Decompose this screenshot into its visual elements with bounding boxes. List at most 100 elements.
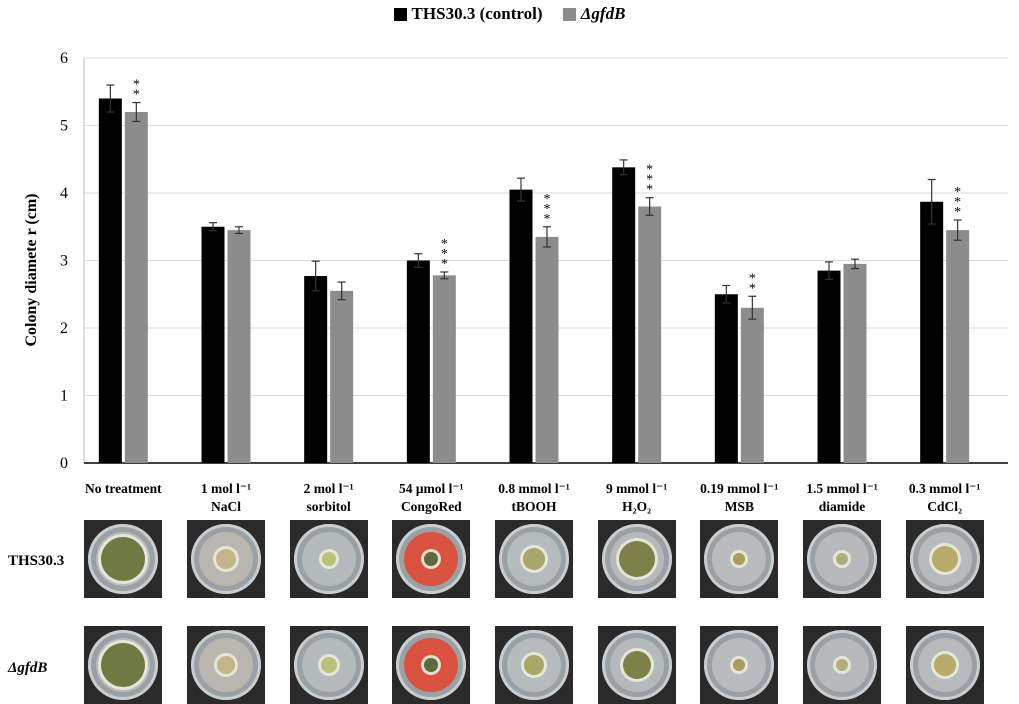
significance-star: * [441, 237, 448, 252]
significance-star: * [646, 163, 653, 178]
fungal-colony [424, 552, 439, 566]
category-label-line1: 9 mmol l⁻¹ [605, 481, 668, 496]
category-label-line1: 0.3 mmol l⁻¹ [908, 481, 981, 496]
bar-mutant [638, 206, 662, 463]
petri-dish [909, 630, 980, 700]
category-label: 9 mmol l⁻¹ H₂O₂ [582, 480, 692, 516]
agar-medium [917, 638, 972, 692]
agar-medium [199, 532, 253, 586]
agar-medium [712, 638, 767, 692]
fungal-colony [836, 553, 848, 565]
significance-star: * [954, 205, 961, 220]
agar-medium [815, 532, 869, 586]
bar-control [304, 276, 328, 463]
fungal-colony [931, 546, 958, 572]
plate-photo [905, 626, 984, 704]
fungal-colony [836, 659, 848, 671]
bar-mutant [843, 263, 867, 463]
legend: THS30.3 (control) ΔgfdB [0, 4, 1019, 26]
category-label-line2: CdCl₂ [927, 499, 963, 514]
petri-dish [601, 524, 672, 594]
agar-medium [301, 638, 356, 692]
plate-photo [803, 626, 881, 704]
category-label-line1: No treatment [85, 481, 162, 496]
y-tick-label: 0 [60, 455, 68, 472]
significance-star: * [544, 202, 551, 217]
plate-photo [905, 520, 984, 598]
bar-control [406, 260, 430, 463]
fungal-colony [524, 655, 544, 675]
y-tick-label: 2 [60, 320, 68, 337]
legend-control-swatch [393, 7, 407, 21]
significance-star: * [646, 183, 653, 198]
plate-photo [597, 626, 676, 704]
petri-dish [499, 630, 569, 700]
category-label-line2: H₂O₂ [622, 499, 652, 514]
significance-star: * [646, 173, 653, 188]
category-label-line2: CongoRed [400, 499, 462, 514]
category-label-line2: sorbitol [306, 499, 351, 514]
y-tick-label: 5 [60, 118, 68, 135]
category-label-line1: 2 mol l⁻¹ [303, 481, 354, 496]
plate-photo [289, 626, 368, 704]
plate-photo [187, 626, 265, 704]
category-label: 1 mol l⁻¹ NaCl [171, 480, 281, 516]
legend-control: THS30.3 (control) [393, 4, 543, 24]
fungal-colony [101, 643, 146, 687]
petri-dish [396, 524, 467, 594]
plate-photo [84, 626, 163, 704]
agar-medium [404, 638, 459, 692]
fungal-colony [523, 548, 545, 570]
significance-star: * [441, 247, 448, 262]
petri-dish [499, 524, 569, 594]
category-label-line1: 1.5 mmol l⁻¹ [806, 481, 878, 496]
fungal-colony [733, 553, 746, 565]
fungal-colony [733, 659, 746, 671]
fungal-colony [933, 654, 956, 676]
plate-photo [803, 520, 881, 598]
plate-photo [597, 520, 676, 598]
agar-medium [96, 532, 151, 586]
agar-medium [712, 532, 767, 586]
bar-control [714, 294, 738, 463]
agar-medium [404, 532, 459, 586]
category-label: 0.8 mmol l⁻¹ tBOOH [479, 480, 589, 516]
category-label: No treatment [68, 480, 178, 498]
significance-star: * [749, 281, 756, 296]
legend-mutant-swatch [562, 7, 576, 21]
significance-star: * [133, 78, 140, 93]
agar-medium [507, 638, 561, 692]
petri-dish [191, 630, 261, 700]
fungal-colony [622, 651, 651, 679]
bar-mutant [330, 290, 354, 463]
bar-control [920, 201, 944, 463]
legend-mutant-label: ΔgfdB [580, 4, 626, 23]
bar-mutant [946, 230, 970, 463]
y-tick-label: 1 [60, 388, 68, 405]
legend-control-label: THS30.3 (control) [411, 4, 543, 23]
category-label: 2 mol l⁻¹ sorbitol [274, 480, 384, 516]
fungal-colony [321, 552, 336, 566]
significance-star: * [749, 271, 756, 286]
bar-control [817, 270, 841, 463]
significance-star: * [954, 185, 961, 200]
plate-photo [289, 520, 368, 598]
agar-medium [301, 532, 356, 586]
bar-mutant [124, 112, 148, 463]
bar-mutant [740, 307, 764, 463]
petri-dish [807, 630, 877, 700]
y-tick-label: 4 [60, 185, 68, 202]
petri-dish [704, 524, 775, 594]
petri-dish [704, 630, 775, 700]
bar-control [509, 189, 533, 463]
category-label: 0.19 mmol l⁻¹ MSB [684, 480, 794, 516]
agar-medium [96, 638, 151, 692]
petri-dish [88, 630, 159, 700]
plate-photo [700, 520, 779, 598]
petri-dish [909, 524, 980, 594]
category-label-line2: NaCl [211, 499, 241, 514]
plate-photo [392, 626, 471, 704]
petri-dish [601, 630, 672, 700]
bar-mutant [535, 236, 559, 463]
